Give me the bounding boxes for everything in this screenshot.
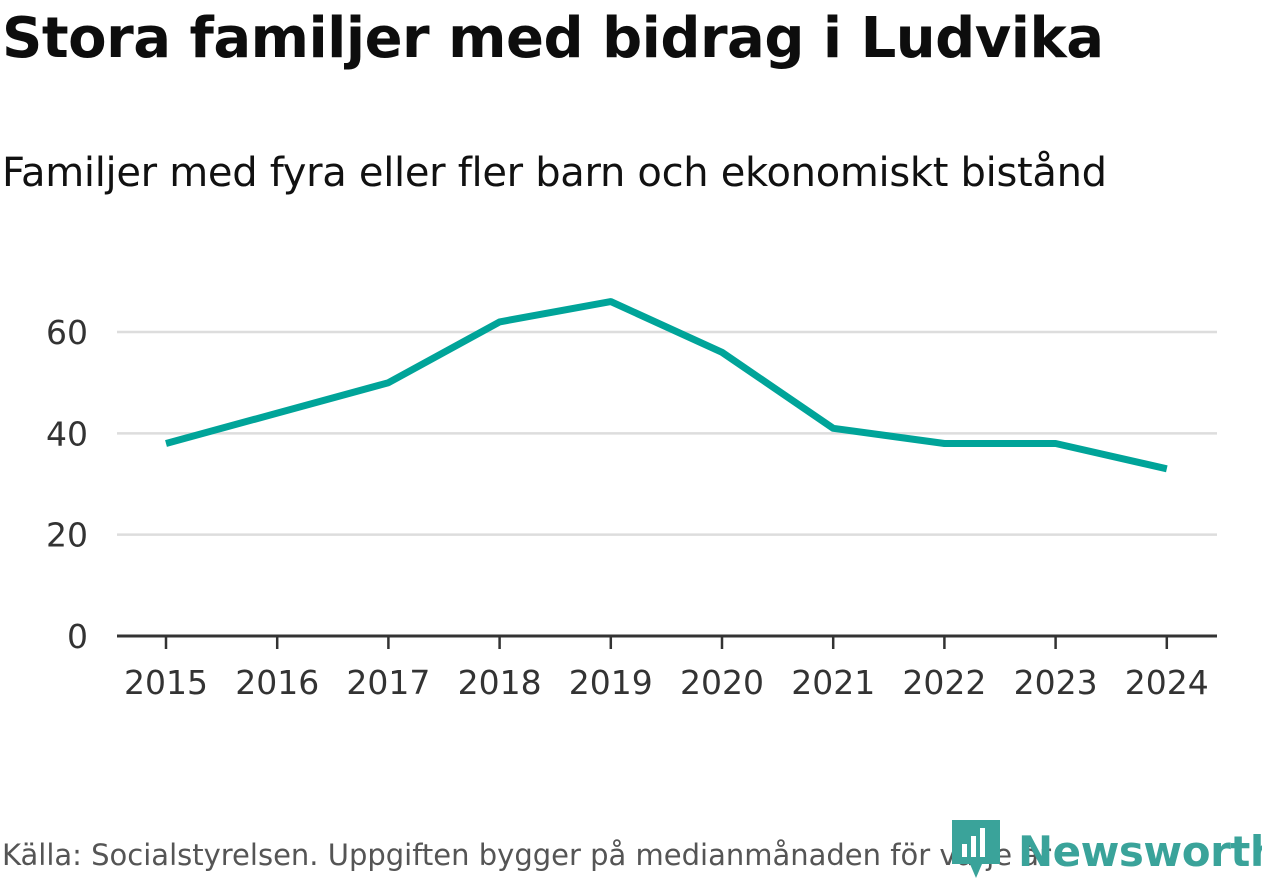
brand-logo[interactable]: Newsworthy <box>952 820 1262 882</box>
x-tick-label: 2022 <box>902 663 986 702</box>
x-tick-label: 2017 <box>346 663 430 702</box>
y-tick-label: 60 <box>46 313 88 352</box>
x-tick-label: 2016 <box>235 663 319 702</box>
x-tick-label: 2021 <box>791 663 875 702</box>
x-tick-label: 2019 <box>569 663 653 702</box>
x-tick-label: 2015 <box>124 663 208 702</box>
series-layer <box>166 302 1167 469</box>
x-tick-label: 2020 <box>680 663 764 702</box>
y-tick-label: 0 <box>67 617 88 656</box>
x-tick-label: 2023 <box>1014 663 1098 702</box>
y-tick-label: 20 <box>46 516 88 555</box>
grid-layer <box>117 332 1217 535</box>
series-line <box>166 302 1167 469</box>
brand-name: Newsworthy <box>1018 827 1262 876</box>
y-tick-label: 40 <box>46 414 88 453</box>
x-tick-label: 2024 <box>1125 663 1209 702</box>
source-note: Källa: Socialstyrelsen. Uppgiften bygger… <box>2 838 1051 872</box>
newsworthy-logo-icon <box>952 820 1000 882</box>
x-tick-label: 2018 <box>458 663 542 702</box>
axis-layer: 0 20 40 60 2015 2016 2017 2018 2019 2020 2021 2022 2… <box>46 313 1217 702</box>
